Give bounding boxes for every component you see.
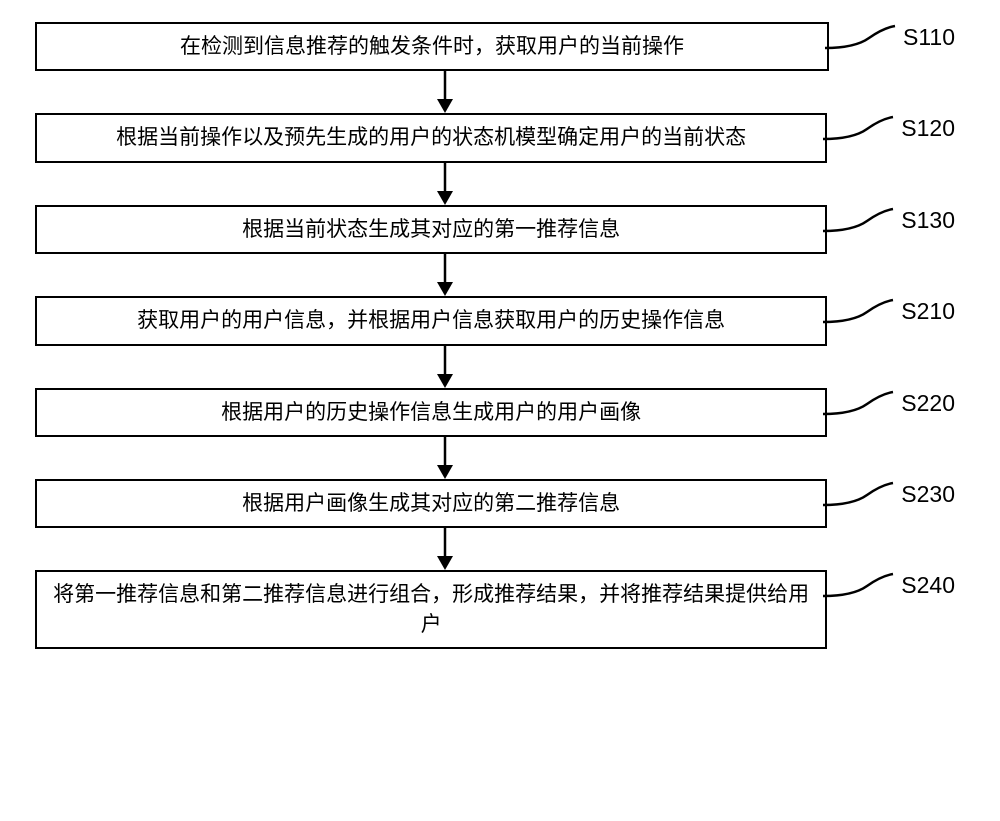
step-box-s230: 根据用户画像生成其对应的第二推荐信息: [35, 479, 827, 528]
step-text: 根据当前状态生成其对应的第一推荐信息: [242, 215, 620, 244]
connector-curve: [827, 205, 897, 235]
connector-curve: [827, 388, 897, 418]
step-box-s220: 根据用户的历史操作信息生成用户的用户画像: [35, 388, 827, 437]
step-row: 根据当前操作以及预先生成的用户的状态机模型确定用户的当前状态 S120: [35, 113, 955, 162]
step-label: S230: [901, 481, 955, 508]
step-label: S110: [903, 24, 955, 51]
arrow-down: [35, 437, 855, 479]
step-label: S220: [901, 390, 955, 417]
arrow-down: [35, 71, 855, 113]
step-label: S120: [901, 115, 955, 142]
step-box-s210: 获取用户的用户信息，并根据用户信息获取用户的历史操作信息: [35, 296, 827, 345]
connector-curve: [827, 570, 897, 600]
step-label: S240: [901, 572, 955, 599]
step-row: 根据当前状态生成其对应的第一推荐信息 S130: [35, 205, 955, 254]
connector-curve: [827, 296, 897, 326]
step-row: 将第一推荐信息和第二推荐信息进行组合，形成推荐结果，并将推荐结果提供给用户 S2…: [35, 570, 955, 649]
connector-curve: [827, 113, 897, 143]
step-box-s120: 根据当前操作以及预先生成的用户的状态机模型确定用户的当前状态: [35, 113, 827, 162]
arrow-down: [35, 528, 855, 570]
step-box-s240: 将第一推荐信息和第二推荐信息进行组合，形成推荐结果，并将推荐结果提供给用户: [35, 570, 827, 649]
step-label: S210: [901, 298, 955, 325]
flowchart-container: 在检测到信息推荐的触发条件时，获取用户的当前操作 S110 根据当前操作以及预先…: [35, 22, 955, 649]
step-text: 将第一推荐信息和第二推荐信息进行组合，形成推荐结果，并将推荐结果提供给用户: [49, 580, 813, 639]
step-label: S130: [901, 207, 955, 234]
connector-curve: [829, 22, 899, 52]
step-text: 根据当前操作以及预先生成的用户的状态机模型确定用户的当前状态: [116, 123, 746, 152]
arrow-down: [35, 163, 855, 205]
step-row: 根据用户的历史操作信息生成用户的用户画像 S220: [35, 388, 955, 437]
step-box-s130: 根据当前状态生成其对应的第一推荐信息: [35, 205, 827, 254]
step-text: 获取用户的用户信息，并根据用户信息获取用户的历史操作信息: [137, 306, 725, 335]
step-text: 根据用户画像生成其对应的第二推荐信息: [242, 489, 620, 518]
arrow-down: [35, 254, 855, 296]
step-text: 根据用户的历史操作信息生成用户的用户画像: [221, 398, 641, 427]
step-row: 根据用户画像生成其对应的第二推荐信息 S230: [35, 479, 955, 528]
connector-curve: [827, 479, 897, 509]
arrow-down: [35, 346, 855, 388]
step-row: 在检测到信息推荐的触发条件时，获取用户的当前操作 S110: [35, 22, 955, 71]
step-text: 在检测到信息推荐的触发条件时，获取用户的当前操作: [180, 32, 684, 61]
step-box-s110: 在检测到信息推荐的触发条件时，获取用户的当前操作: [35, 22, 829, 71]
step-row: 获取用户的用户信息，并根据用户信息获取用户的历史操作信息 S210: [35, 296, 955, 345]
